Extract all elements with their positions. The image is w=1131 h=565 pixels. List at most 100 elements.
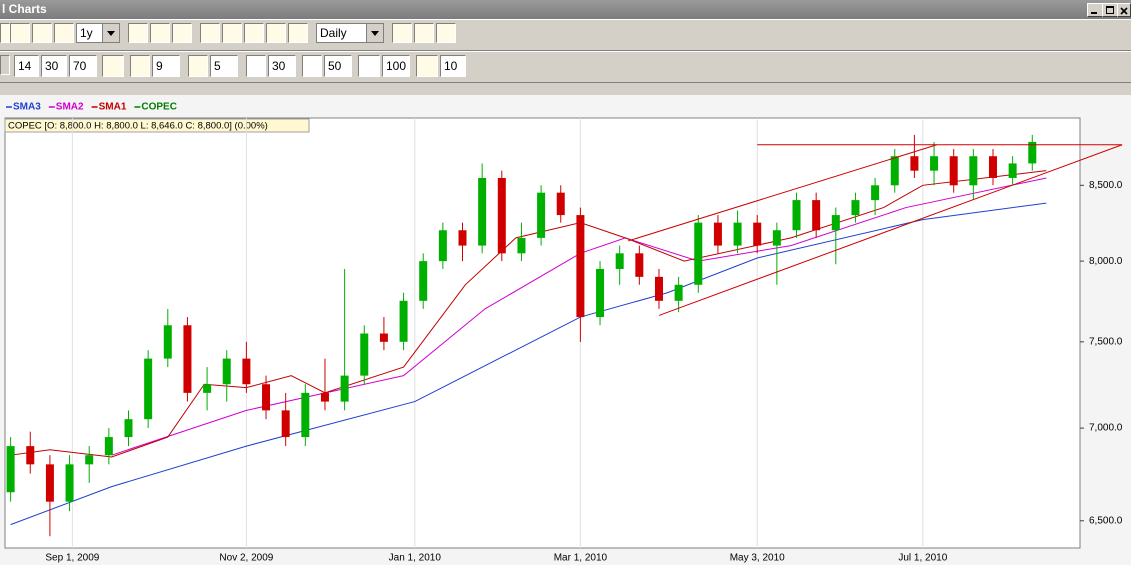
candle-body: [438, 230, 447, 262]
candle-body: [1028, 141, 1037, 164]
close-icon: [1120, 7, 1128, 15]
interval-value: Daily: [320, 26, 347, 40]
info-box: [4, 118, 310, 133]
candle-body: [654, 276, 663, 301]
candle-body: [144, 358, 153, 420]
candle-body: [320, 392, 329, 402]
candle-body: [831, 215, 840, 231]
trend-line: [627, 144, 938, 242]
candle-body: [281, 410, 290, 438]
toolbar-row-2: 14 30 70 9 5 30 50 100 10: [0, 51, 1131, 83]
tool-button[interactable]: [392, 23, 412, 43]
candle-body: [85, 455, 94, 465]
close-button[interactable]: [1117, 3, 1131, 17]
minimize-button[interactable]: [1087, 3, 1103, 17]
candle-body: [753, 222, 762, 246]
tool-button[interactable]: [436, 23, 456, 43]
x-tick-label: May 3, 2010: [730, 553, 785, 564]
tool-button[interactable]: [128, 23, 148, 43]
tool-button[interactable]: [172, 23, 192, 43]
candle-body: [792, 200, 801, 231]
window-title: l Charts: [2, 2, 47, 16]
param-field[interactable]: 5: [210, 55, 238, 77]
candle-body: [576, 215, 585, 318]
candle-body: [930, 156, 939, 171]
tool-button[interactable]: [416, 55, 438, 77]
param-field[interactable]: 14: [14, 55, 39, 77]
param-field[interactable]: 9: [152, 55, 180, 77]
maximize-button[interactable]: [1102, 3, 1118, 17]
candle-body: [340, 375, 349, 402]
y-tick-label: 6,500.0: [1089, 515, 1123, 526]
title-bar: l Charts: [0, 0, 1131, 19]
tool-button[interactable]: [130, 55, 150, 77]
candle-body: [674, 284, 683, 301]
tool-button[interactable]: [150, 23, 170, 43]
trend-line: [658, 144, 1123, 316]
candle-body: [497, 177, 506, 254]
candle-body: [556, 192, 565, 216]
candle-body: [301, 392, 310, 438]
tool-button[interactable]: [246, 55, 266, 77]
candle-body: [851, 200, 860, 216]
tool-button[interactable]: [414, 23, 434, 43]
dropdown-button[interactable]: [0, 55, 10, 75]
candle-body: [45, 464, 54, 502]
param-field[interactable]: 10: [440, 55, 466, 77]
interval-select[interactable]: Daily: [316, 23, 384, 43]
candle-body: [124, 419, 133, 438]
x-tick-label: Jul 1, 2010: [898, 553, 947, 564]
candle-body: [949, 156, 958, 186]
tool-button[interactable]: [358, 55, 380, 77]
x-tick-label: Mar 1, 2010: [554, 553, 608, 564]
x-tick-label: Nov 2, 2009: [219, 553, 273, 564]
candle-body: [988, 156, 997, 178]
candle-body: [6, 446, 15, 493]
legend-label: SMA2: [56, 102, 84, 113]
candle-body: [222, 358, 231, 385]
candle-body: [713, 222, 722, 246]
tool-button[interactable]: [244, 23, 264, 43]
param-field[interactable]: 30: [41, 55, 67, 77]
tool-button[interactable]: [188, 55, 208, 77]
y-tick-label: 8,000.0: [1089, 256, 1123, 267]
param-field[interactable]: 100: [382, 55, 410, 77]
param-field[interactable]: 50: [324, 55, 352, 77]
tool-button[interactable]: [0, 23, 10, 43]
candle-body: [517, 237, 526, 254]
x-tick-label: Jan 1, 2010: [389, 553, 442, 564]
tool-button[interactable]: [32, 23, 52, 43]
candle-body: [26, 446, 35, 465]
sma-line: [10, 170, 1047, 458]
candle-body: [242, 358, 251, 385]
y-tick-label: 7,000.0: [1089, 423, 1123, 434]
tool-button[interactable]: [302, 55, 322, 77]
chart: COPEC [O: 8,800.0 H: 8,800.0 L: 8,646.0 …: [0, 95, 1131, 565]
candle-body: [262, 384, 271, 411]
candle-body: [203, 384, 212, 393]
candle-body: [635, 253, 644, 277]
candle-body: [871, 185, 880, 201]
param-field[interactable]: 30: [268, 55, 296, 77]
tool-button[interactable]: [54, 23, 74, 43]
tool-button[interactable]: [288, 23, 308, 43]
candle-body: [890, 156, 899, 186]
tool-button[interactable]: [200, 23, 220, 43]
candle-body: [399, 300, 408, 342]
candle-body: [65, 464, 74, 502]
y-tick-label: 8,500.0: [1089, 180, 1123, 191]
candle-body: [1008, 163, 1017, 178]
tool-button[interactable]: [10, 23, 30, 43]
x-tick-label: Sep 1, 2009: [45, 553, 99, 564]
candle-body: [910, 156, 919, 171]
candle-body: [104, 437, 113, 456]
param-field[interactable]: 70: [69, 55, 97, 77]
period-select[interactable]: 1y: [76, 23, 120, 43]
tool-button[interactable]: [222, 23, 242, 43]
tool-button[interactable]: [102, 55, 124, 77]
tool-button[interactable]: [266, 23, 286, 43]
candle-body: [458, 230, 467, 246]
candle-body: [615, 253, 624, 269]
candle-body: [733, 222, 742, 246]
